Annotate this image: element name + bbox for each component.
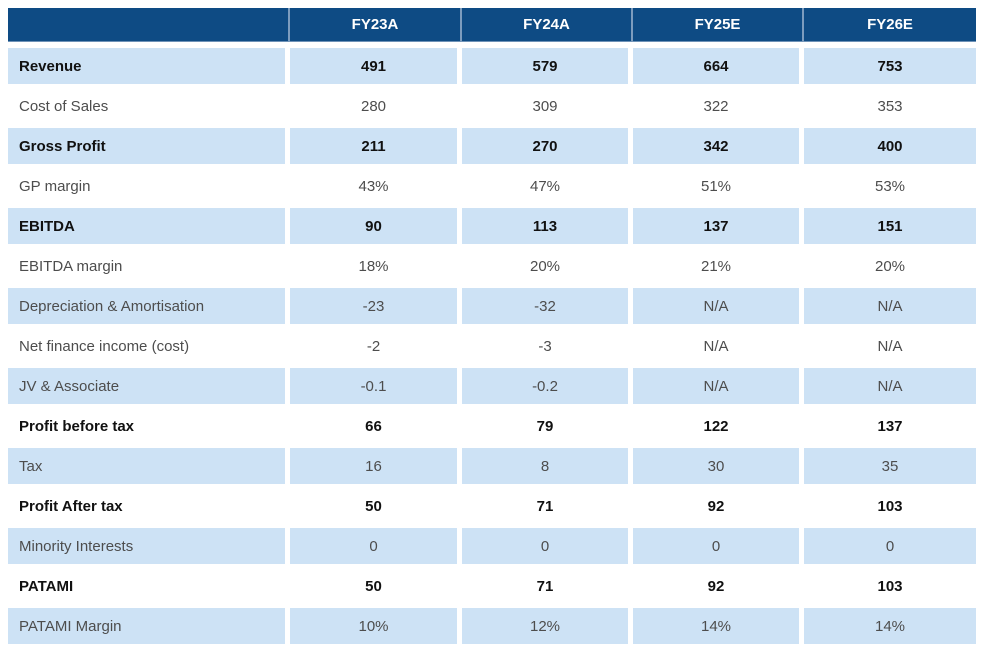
cell-value: 211 xyxy=(290,128,462,168)
column-header-fy24a: FY24A xyxy=(462,8,633,42)
cell-value: -0.1 xyxy=(290,368,462,408)
cell-value: 43% xyxy=(290,168,462,208)
cell-value: 16 xyxy=(290,448,462,488)
cell-value: 66 xyxy=(290,408,462,448)
cell-value: 0 xyxy=(633,528,804,568)
cell-value: 309 xyxy=(462,88,633,128)
cell-value: 20% xyxy=(804,248,976,288)
row-label: Gross Profit xyxy=(8,128,290,168)
cell-value: 0 xyxy=(804,528,976,568)
cell-value: 137 xyxy=(804,408,976,448)
cell-value: 21% xyxy=(633,248,804,288)
cell-value: N/A xyxy=(633,288,804,328)
cell-value: 579 xyxy=(462,48,633,88)
cell-value: -3 xyxy=(462,328,633,368)
cell-value: 47% xyxy=(462,168,633,208)
cell-value: 14% xyxy=(633,608,804,648)
cell-value: 342 xyxy=(633,128,804,168)
row-label: Profit before tax xyxy=(8,408,290,448)
cell-value: N/A xyxy=(633,368,804,408)
cell-value: 280 xyxy=(290,88,462,128)
cell-value: 137 xyxy=(633,208,804,248)
cell-value: 8 xyxy=(462,448,633,488)
cell-value: 92 xyxy=(633,568,804,608)
cell-value: 12% xyxy=(462,608,633,648)
column-header-fy23a: FY23A xyxy=(290,8,462,42)
cell-value: N/A xyxy=(804,288,976,328)
cell-value: 664 xyxy=(633,48,804,88)
cell-value: 18% xyxy=(290,248,462,288)
cell-value: 90 xyxy=(290,208,462,248)
cell-value: 353 xyxy=(804,88,976,128)
cell-value: 491 xyxy=(290,48,462,88)
row-label: GP margin xyxy=(8,168,290,208)
cell-value: 71 xyxy=(462,568,633,608)
cell-value: 71 xyxy=(462,488,633,528)
cell-value: N/A xyxy=(633,328,804,368)
cell-value: 50 xyxy=(290,568,462,608)
row-label: JV & Associate xyxy=(8,368,290,408)
row-label: PATAMI Margin xyxy=(8,608,290,648)
cell-value: 122 xyxy=(633,408,804,448)
column-header-fy25e: FY25E xyxy=(633,8,804,42)
row-label: Net finance income (cost) xyxy=(8,328,290,368)
cell-value: 30 xyxy=(633,448,804,488)
cell-value: 10% xyxy=(290,608,462,648)
cell-value: 113 xyxy=(462,208,633,248)
cell-value: 20% xyxy=(462,248,633,288)
header-cell-empty xyxy=(8,8,290,42)
cell-value: 0 xyxy=(462,528,633,568)
cell-value: 0 xyxy=(290,528,462,568)
cell-value: -0.2 xyxy=(462,368,633,408)
cell-value: 79 xyxy=(462,408,633,448)
cell-value: -2 xyxy=(290,328,462,368)
cell-value: -32 xyxy=(462,288,633,328)
row-label: EBITDA margin xyxy=(8,248,290,288)
cell-value: 35 xyxy=(804,448,976,488)
cell-value: -23 xyxy=(290,288,462,328)
cell-value: 92 xyxy=(633,488,804,528)
cell-value: 400 xyxy=(804,128,976,168)
cell-value: N/A xyxy=(804,368,976,408)
cell-value: 14% xyxy=(804,608,976,648)
cell-value: 270 xyxy=(462,128,633,168)
cell-value: 103 xyxy=(804,488,976,528)
row-label: Revenue xyxy=(8,48,290,88)
cell-value: 103 xyxy=(804,568,976,608)
cell-value: 50 xyxy=(290,488,462,528)
financials-table: FY23A FY24A FY25E FY26E Revenue 491 579 … xyxy=(8,8,976,648)
cell-value: 51% xyxy=(633,168,804,208)
cell-value: 322 xyxy=(633,88,804,128)
row-label: Tax xyxy=(8,448,290,488)
cell-value: 53% xyxy=(804,168,976,208)
column-header-fy26e: FY26E xyxy=(804,8,976,42)
cell-value: N/A xyxy=(804,328,976,368)
row-label: EBITDA xyxy=(8,208,290,248)
cell-value: 753 xyxy=(804,48,976,88)
row-label: Depreciation & Amortisation xyxy=(8,288,290,328)
row-label: Cost of Sales xyxy=(8,88,290,128)
cell-value: 151 xyxy=(804,208,976,248)
row-label: Minority Interests xyxy=(8,528,290,568)
row-label: Profit After tax xyxy=(8,488,290,528)
row-label: PATAMI xyxy=(8,568,290,608)
